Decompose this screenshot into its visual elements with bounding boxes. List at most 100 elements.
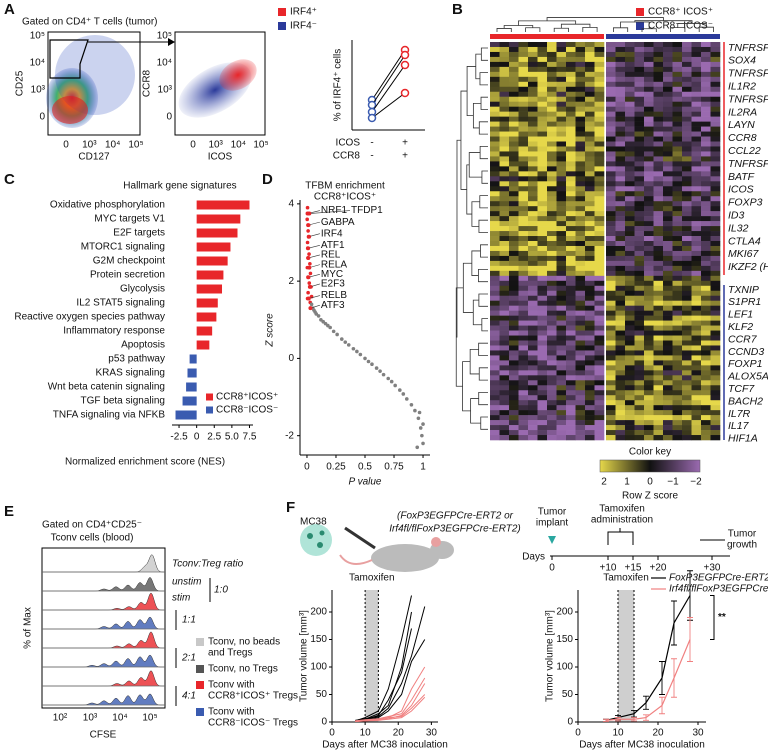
point (415, 445, 420, 450)
heatmap-cell (528, 126, 538, 132)
dendrogram (479, 146, 488, 160)
heatmap-cell (682, 270, 692, 277)
heatmap-cell (490, 191, 500, 197)
y-tick-label: 0 (39, 112, 45, 123)
timeline-label: Tumor (538, 507, 567, 518)
heatmap-cell (509, 51, 519, 58)
heatmap-cell (518, 410, 529, 416)
heatmap-cell (672, 370, 683, 376)
heatmap-cell (490, 226, 500, 232)
heatmap-cell (594, 355, 605, 361)
heatmap-cell (701, 51, 711, 58)
heatmap-cell (566, 116, 576, 122)
heatmap-cell (566, 141, 576, 147)
heatmap-cell (615, 400, 626, 406)
heatmap-cell (653, 250, 664, 257)
heatmap-cell (625, 151, 635, 157)
heatmap-cell (710, 260, 721, 267)
heatmap-cell (691, 221, 702, 227)
heatmap-cell (566, 151, 576, 157)
heatmap-cell (547, 166, 557, 172)
heatmap-cell (606, 96, 616, 102)
heatmap-cell (490, 315, 500, 321)
x-axis-label: Normalized enrichment score (NES) (65, 457, 225, 468)
timeline-tick-label: +20 (650, 563, 667, 574)
syringe (344, 526, 376, 550)
color-key-tick: 0 (647, 477, 653, 488)
heatmap-cell (663, 156, 673, 162)
heatmap-cell (537, 181, 548, 187)
point (351, 346, 356, 351)
y-tick-label: 4 (288, 199, 294, 210)
category-label: Inflammatory response (63, 326, 165, 337)
heatmap-cell (537, 171, 548, 177)
heatmap-cell (701, 395, 711, 401)
heatmap-cell (537, 345, 548, 351)
heatmap-cell (575, 435, 586, 441)
heatmap-cell (547, 435, 557, 441)
heatmap-cell (615, 350, 626, 356)
dendrogram (470, 398, 481, 424)
flow-plot (46, 31, 175, 136)
heatmap-cell (644, 76, 654, 83)
heatmap-cell (644, 300, 654, 306)
heatmap-cell (518, 171, 529, 177)
heatmap-cell (556, 425, 567, 431)
heatmap-cell (594, 375, 605, 381)
heatmap-cell (509, 365, 519, 371)
heatmap-cell (682, 295, 692, 301)
heatmap-cell (499, 51, 510, 58)
heatmap-cell (509, 221, 519, 227)
heatmap-cell (585, 76, 595, 83)
heatmap-cell (509, 191, 519, 197)
heatmap-cell (585, 375, 595, 381)
heatmap-cell (575, 42, 586, 48)
heatmap-cell (606, 260, 616, 267)
heatmap-cell (594, 101, 605, 107)
histogram (42, 592, 166, 611)
heatmap-cell (701, 385, 711, 391)
heatmap-cell (566, 186, 576, 192)
heatmap-cell (615, 295, 626, 301)
heatmap-cell (606, 66, 616, 73)
heatmap-cell (653, 236, 664, 242)
mouse-schematic (300, 524, 454, 572)
heatmap-cell (566, 290, 576, 297)
heatmap-cell (499, 310, 510, 316)
heatmap-cell (566, 81, 576, 88)
heatmap-cell (672, 211, 683, 217)
heatmap-cell (594, 310, 605, 316)
heatmap-cell (518, 285, 529, 292)
heatmap-cell (691, 345, 702, 351)
heatmap-cell (566, 61, 576, 68)
y-axis-label: % of Max (23, 607, 34, 649)
heatmap-cell (672, 265, 683, 272)
heatmap-cell (710, 226, 721, 232)
x-tick-label: 1 (420, 462, 426, 473)
heatmap-cell (634, 290, 645, 297)
heatmap-cell (701, 365, 711, 371)
heatmap-cell (499, 101, 510, 107)
heatmap-cell (585, 116, 595, 122)
heatmap-cell (594, 400, 605, 406)
heatmap-cell (575, 270, 586, 277)
heatmap-cell (663, 171, 673, 177)
heatmap-cell (490, 46, 500, 53)
heatmap-cell (663, 121, 673, 127)
heatmap-cell (615, 221, 626, 227)
y-tick-label: 10³ (31, 85, 46, 96)
heatmap-cell (585, 86, 595, 93)
heatmap-cell (528, 211, 538, 217)
point (307, 252, 311, 256)
heatmap-cell (644, 206, 654, 212)
error-bar (643, 714, 649, 721)
heatmap-cell (585, 156, 595, 162)
heatmap-cell (701, 176, 711, 182)
heatmap-cell (556, 156, 567, 162)
category-label: Reactive oxygen species pathway (14, 312, 165, 323)
heatmap-cell (518, 290, 529, 297)
heatmap-cell (615, 405, 626, 411)
heatmap-cell (537, 56, 548, 63)
heatmap-cell (537, 405, 548, 411)
bar (196, 312, 217, 322)
